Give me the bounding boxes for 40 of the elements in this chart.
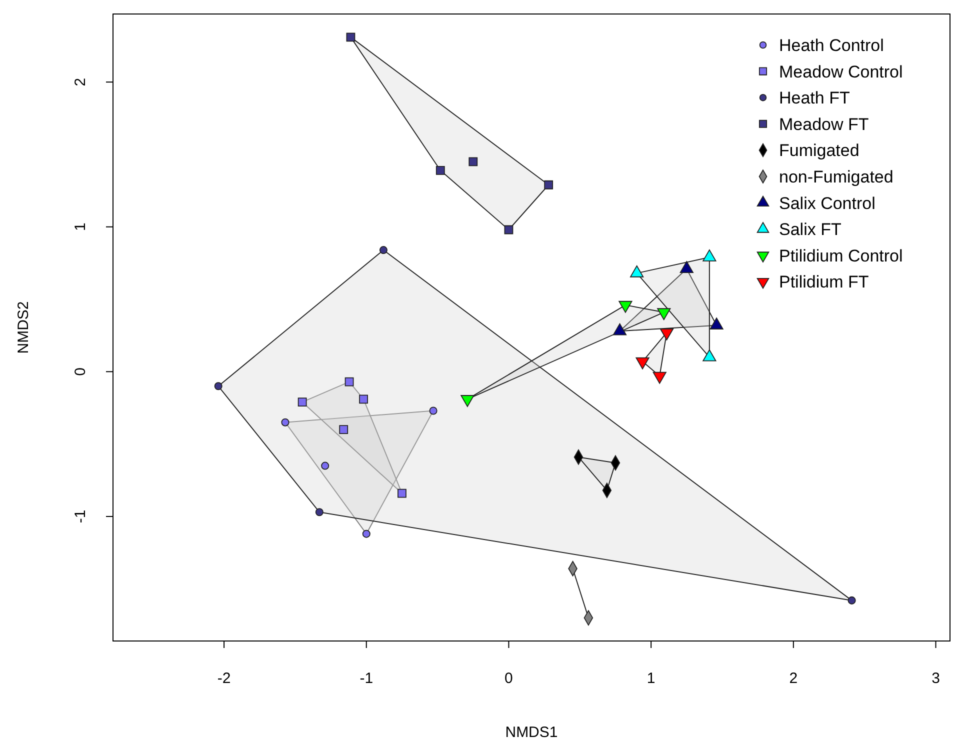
legend-label: Fumigated xyxy=(779,141,860,160)
x-tick-label: 0 xyxy=(504,670,513,687)
point xyxy=(504,225,514,234)
point xyxy=(346,32,356,42)
legend-label: Heath Control xyxy=(779,36,884,55)
x-tick-label: -2 xyxy=(217,670,231,687)
legend-label: Salix Control xyxy=(779,194,876,213)
point xyxy=(281,418,290,426)
point xyxy=(315,508,324,516)
point xyxy=(436,166,445,175)
y-tick-label: 2 xyxy=(72,78,89,86)
point xyxy=(321,462,330,470)
x-tick-label: 1 xyxy=(646,670,656,687)
x-tick-label: 2 xyxy=(789,670,798,687)
point xyxy=(298,398,307,407)
point xyxy=(214,382,222,390)
y-tick-label: 0 xyxy=(72,367,89,376)
legend-label: Meadow FT xyxy=(779,114,869,134)
legend-label: non-Fumigated xyxy=(779,168,894,186)
point xyxy=(362,530,370,538)
x-tick-label: 3 xyxy=(932,670,940,687)
point xyxy=(848,596,856,604)
point xyxy=(344,377,354,386)
legend-label: Meadow Control xyxy=(779,62,903,82)
point xyxy=(379,246,388,254)
x-axis-title: NMDS1 xyxy=(505,724,558,741)
point xyxy=(359,394,368,404)
x-tick-label: -1 xyxy=(360,670,374,687)
y-tick-label: -1 xyxy=(72,510,89,524)
y-axis-title: NMDS2 xyxy=(15,301,32,354)
legend-label: Ptilidium Control xyxy=(779,246,903,266)
point xyxy=(339,425,348,434)
point xyxy=(468,157,478,166)
legend-label: Heath FT xyxy=(779,88,850,108)
legend-label: Ptilidium FT xyxy=(779,272,869,292)
point xyxy=(544,180,554,190)
y-tick-label: 1 xyxy=(72,222,89,232)
legend-label: Salix FT xyxy=(779,220,842,240)
point xyxy=(398,488,406,498)
point xyxy=(429,406,438,415)
